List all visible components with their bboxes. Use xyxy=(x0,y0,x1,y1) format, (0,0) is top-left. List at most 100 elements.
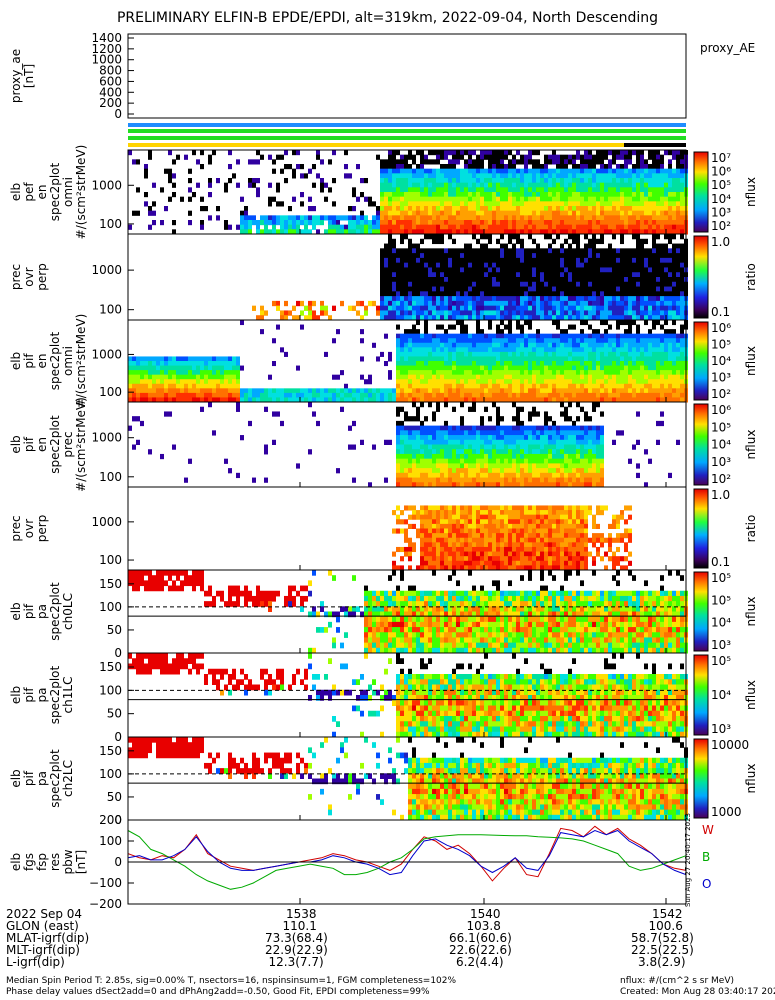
y-axis-label-4-5: #/(scm²strMeV) xyxy=(74,397,88,492)
colorbar-tick-3-0: 10⁶ xyxy=(711,321,731,335)
colorbar-7 xyxy=(693,654,709,736)
y-axis-label-3-4: omni xyxy=(61,346,75,376)
status-bar-1 xyxy=(128,129,686,133)
y-tick-label-0-1: 1200 xyxy=(91,42,122,56)
y-tick-label-1-1: 100 xyxy=(99,217,122,231)
y-axis-label-8-4: ch2LC xyxy=(61,760,75,797)
ephemeris-value: 100.6 xyxy=(648,919,683,933)
y-axis-label-5-0: prec xyxy=(9,515,23,541)
colorbar-1 xyxy=(693,151,709,233)
ephemeris-value: 58.7(52.8) xyxy=(631,931,694,945)
colorbar-tick-4-2: 10⁴ xyxy=(711,438,731,452)
ephemeris-value: 1540 xyxy=(470,907,501,921)
status-bar-0 xyxy=(128,123,686,127)
ephemeris-row: GLON (east) 110.1 103.8 100.6 xyxy=(6,919,683,933)
y-axis-label-1-3: spec2plot xyxy=(48,162,62,221)
spectrogram-1 xyxy=(128,150,688,235)
ephemeris-value: 103.8 xyxy=(466,919,501,933)
ephemeris-row: L-igrf(dip) 12.3(7.7) 6.2(4.4) 3.8(2.9) xyxy=(6,955,686,969)
y-tick-label-0-3: 800 xyxy=(99,64,122,78)
y-tick-label-3-1: 100 xyxy=(99,385,122,399)
y-tick-label-9-3: −100 xyxy=(89,876,122,890)
y-axis-label-1-4: omni xyxy=(61,177,75,207)
colorbar-tick-3-1: 10⁵ xyxy=(711,338,731,352)
y-tick-label-0-4: 600 xyxy=(99,74,122,88)
y-tick-label-4-0: 1000 xyxy=(91,431,122,445)
y-axis-label-2-0: prec xyxy=(9,264,23,290)
colorbar-6 xyxy=(693,571,709,652)
colorbar-tick-5-1: 0.1 xyxy=(711,555,730,569)
ephemeris-row: 2022 Sep 04 1538 1540 1542 xyxy=(6,908,683,920)
side-timestamp: Sun Aug 27 20:40:17 2023 xyxy=(684,813,692,907)
spectrogram-6 xyxy=(128,570,688,654)
y-axis-label-7-2: pa xyxy=(35,688,49,703)
y-axis-label-1-1: pef xyxy=(22,182,36,202)
ephemeris-label: MLAT-igrf(dip) xyxy=(6,931,90,945)
y-axis-label-8-2: pa xyxy=(35,771,49,786)
y-axis-label-3-1: pif xyxy=(22,353,36,369)
colorbar-tick-3-2: 10⁴ xyxy=(711,354,731,368)
ephemeris-row: MLAT-igrf(dip) 73.3(68.4) 66.1(60.6) 58.7(5… xyxy=(6,931,694,945)
status-bar-2 xyxy=(128,136,686,140)
y-axis-label-4-2: en xyxy=(35,437,49,452)
colorbar-tick-4-3: 10³ xyxy=(711,455,731,469)
ephemeris-value: 1542 xyxy=(652,907,683,921)
fgs-legend-W: W xyxy=(702,823,714,837)
y-tick-label-9-0: 200 xyxy=(99,813,122,827)
ephemeris-value: 3.8(2.9) xyxy=(638,955,686,969)
fgs-legend-O: O xyxy=(702,877,711,891)
colorbar-tick-7-0: 10⁵ xyxy=(711,654,731,668)
y-axis-label-6-1: pif xyxy=(22,603,36,619)
ephemeris-label: L-igrf(dip) xyxy=(6,955,65,969)
ephemeris-table: 2022 Sep 04 1538 1540 1542 GLON (east) 110.1 1… xyxy=(6,908,694,969)
ephemeris-label: MLT-igrf(dip) xyxy=(6,943,80,957)
spectrogram-7 xyxy=(128,653,688,738)
colorbar-tick-4-1: 10⁵ xyxy=(711,420,731,434)
colorbar-tick-1-1: 10⁶ xyxy=(711,165,731,179)
y-tick-label-9-1: 100 xyxy=(99,834,122,848)
ephemeris-value: 73.3(68.4) xyxy=(265,931,328,945)
colorbar-tick-8-0: 10000 xyxy=(711,738,749,752)
y-axis-label-3-2: en xyxy=(35,354,49,369)
y-axis-label-3-5: #/(scm²strMeV) xyxy=(74,314,88,409)
proxy-ae-frame xyxy=(127,33,687,119)
y-tick-label-4-1: 100 xyxy=(99,470,122,484)
y-tick-label-7-1: 100 xyxy=(99,683,122,697)
spectrogram-8 xyxy=(128,737,688,821)
colorbar-tick-7-2: 10³ xyxy=(711,722,731,736)
colorbar-tick-3-4: 10² xyxy=(711,387,731,401)
colorbar-5 xyxy=(693,488,709,569)
y-axis-label-2-2: perp xyxy=(35,263,49,291)
colorbar-unit-6: nflux xyxy=(744,597,758,627)
colorbar-unit-1: nflux xyxy=(744,177,758,207)
y-axis-label-6-0: elb xyxy=(9,602,23,620)
colorbar-unit-2: ratio xyxy=(744,263,758,291)
spectrogram-5 xyxy=(392,505,632,571)
y-tick-label-0-2: 1000 xyxy=(91,53,122,67)
colorbar-tick-2-1: 0.1 xyxy=(711,305,730,319)
colorbar-tick-2-0: 1.0 xyxy=(711,235,730,249)
colorbar-tick-1-4: 10³ xyxy=(711,205,731,219)
y-axis-label-9-5: [nT] xyxy=(74,850,88,874)
y-axis-label-7-4: ch1LC xyxy=(61,677,75,714)
y-axis-label-4-3: spec2plot xyxy=(48,415,62,474)
footer-created: Created: Mon Aug 28 03:40:17 2023 xyxy=(620,987,775,997)
footer-phase-info: Phase delay values dSect2add=0 and dPhAn… xyxy=(6,987,430,997)
colorbar-tick-4-0: 10⁶ xyxy=(711,403,731,417)
y-axis-label-6-2: pa xyxy=(35,604,49,619)
spectrogram-3 xyxy=(128,320,688,403)
colorbar-unit-8: nflux xyxy=(744,764,758,794)
ephemeris-value: 6.2(4.4) xyxy=(456,955,504,969)
y-tick-label-6-2: 50 xyxy=(107,623,122,637)
y-tick-label-0-7: 0 xyxy=(114,107,122,121)
y-axis-label-2-1: ovr xyxy=(22,267,36,286)
y-axis-label-9-1: fgs xyxy=(22,853,36,871)
y-axis-label-0-1: [nT] xyxy=(22,64,36,88)
y-axis-label-9-2: fsp xyxy=(35,853,49,871)
status-bar-black xyxy=(624,143,686,147)
footer-spin-info: Median Spin Period T: 2.85s, sig=0.00% T… xyxy=(6,976,457,986)
ephemeris-label: GLON (east) xyxy=(6,919,79,933)
colorbar-tick-1-0: 10⁷ xyxy=(711,151,731,165)
y-tick-label-8-0: 150 xyxy=(99,744,122,758)
